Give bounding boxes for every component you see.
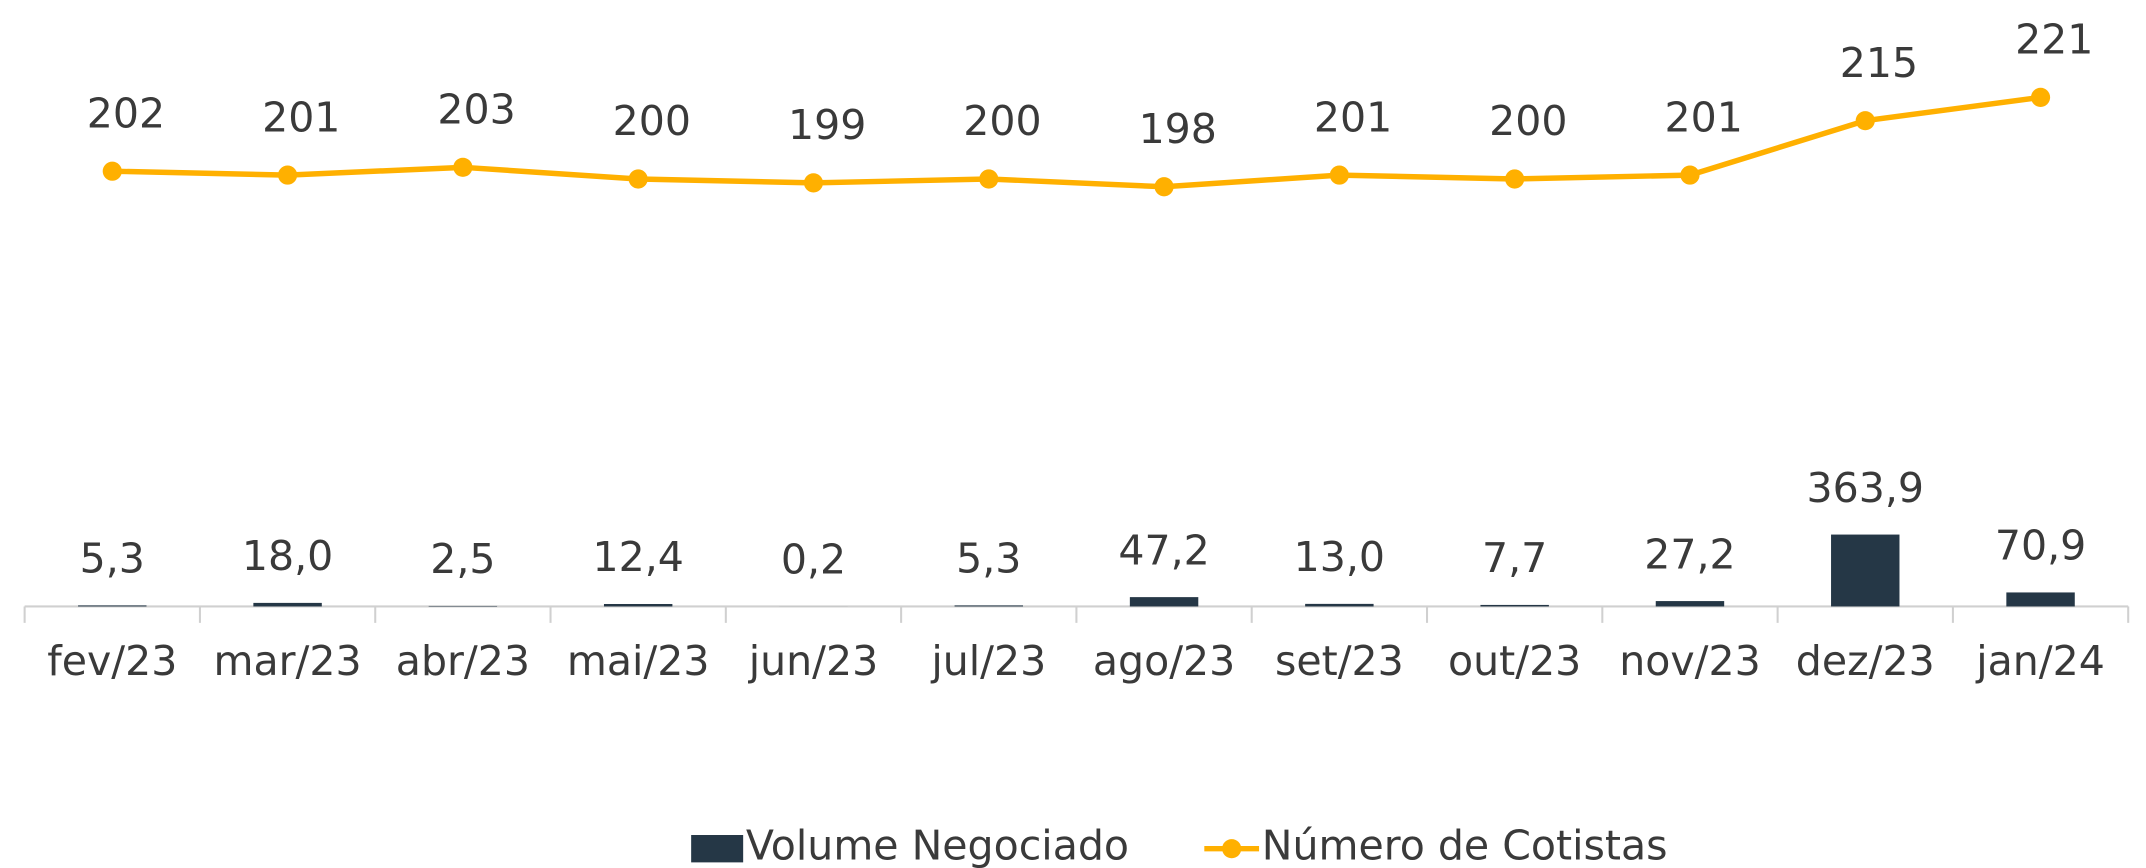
x-tick-label: mar/23 bbox=[214, 637, 362, 685]
bar-value-label: 5,3 bbox=[956, 535, 1021, 583]
line-value-label: 200 bbox=[963, 97, 1041, 145]
bar bbox=[954, 605, 1023, 607]
bar-value-label: 0,2 bbox=[781, 536, 846, 584]
line-point bbox=[102, 161, 122, 181]
line-value-label: 198 bbox=[1139, 105, 1217, 153]
line-point bbox=[1329, 165, 1349, 185]
legend-label: Número de Cotistas bbox=[1262, 822, 1668, 868]
line-point bbox=[979, 169, 999, 189]
line-value-label: 203 bbox=[437, 86, 515, 134]
bar bbox=[1480, 604, 1549, 607]
x-tick-label: mai/23 bbox=[567, 637, 710, 685]
legend-swatch bbox=[691, 835, 744, 863]
bar-value-label: 27,2 bbox=[1644, 530, 1735, 578]
line-value-label: 201 bbox=[1664, 93, 1742, 141]
bar bbox=[1831, 534, 1900, 607]
x-tick-label: jan/24 bbox=[1975, 637, 2105, 685]
x-tick-label: abr/23 bbox=[396, 637, 530, 685]
x-tick-label: jul/23 bbox=[930, 637, 1046, 685]
bar-value-label: 70,9 bbox=[1995, 522, 2086, 570]
bar bbox=[1129, 597, 1199, 607]
bar bbox=[1305, 603, 1374, 607]
line-point bbox=[1154, 177, 1174, 197]
line-point bbox=[1680, 165, 1700, 185]
legend-swatch-point bbox=[1222, 839, 1242, 859]
bar-value-label: 363,9 bbox=[1807, 464, 1925, 512]
line-point bbox=[2030, 87, 2051, 107]
line-point bbox=[278, 165, 298, 185]
line-point bbox=[1505, 169, 1525, 189]
legend-label: Volume Negociado bbox=[746, 822, 1129, 868]
x-tick-label: ago/23 bbox=[1093, 637, 1235, 685]
x-tick-label: set/23 bbox=[1275, 637, 1404, 685]
x-tick-label: nov/23 bbox=[1619, 637, 1760, 685]
x-tick-label: out/23 bbox=[1448, 637, 1581, 685]
line-point bbox=[453, 157, 473, 177]
bar bbox=[78, 605, 147, 607]
line-value-label: 202 bbox=[87, 89, 165, 137]
line-value-label: 221 bbox=[2015, 16, 2093, 64]
x-tick-label: fev/23 bbox=[47, 637, 177, 685]
line-value-label: 200 bbox=[1489, 97, 1567, 145]
x-tick-label: dez/23 bbox=[1796, 637, 1935, 685]
line-value-label: 201 bbox=[262, 93, 340, 141]
bar-value-label: 5,3 bbox=[80, 535, 145, 583]
line-point bbox=[803, 173, 824, 193]
bar-value-label: 12,4 bbox=[592, 533, 683, 581]
line-value-label: 201 bbox=[1314, 93, 1392, 141]
line-value-label: 215 bbox=[1840, 39, 1918, 87]
bar-value-label: 18,0 bbox=[242, 532, 333, 580]
bar bbox=[1655, 601, 1725, 607]
bar bbox=[603, 603, 673, 607]
x-tick-label: jun/23 bbox=[748, 637, 878, 685]
line-value-label: 200 bbox=[613, 97, 691, 145]
line-point bbox=[1855, 111, 1875, 131]
line-value-label: 199 bbox=[788, 101, 866, 149]
bar-value-label: 2,5 bbox=[430, 535, 495, 583]
bar-value-label: 7,7 bbox=[1482, 534, 1547, 582]
bar bbox=[253, 602, 322, 607]
bar bbox=[2006, 592, 2075, 607]
line-point bbox=[628, 169, 648, 189]
bar-value-label: 47,2 bbox=[1118, 526, 1209, 574]
bar-value-label: 13,0 bbox=[1294, 533, 1385, 581]
line bbox=[112, 94, 2041, 190]
